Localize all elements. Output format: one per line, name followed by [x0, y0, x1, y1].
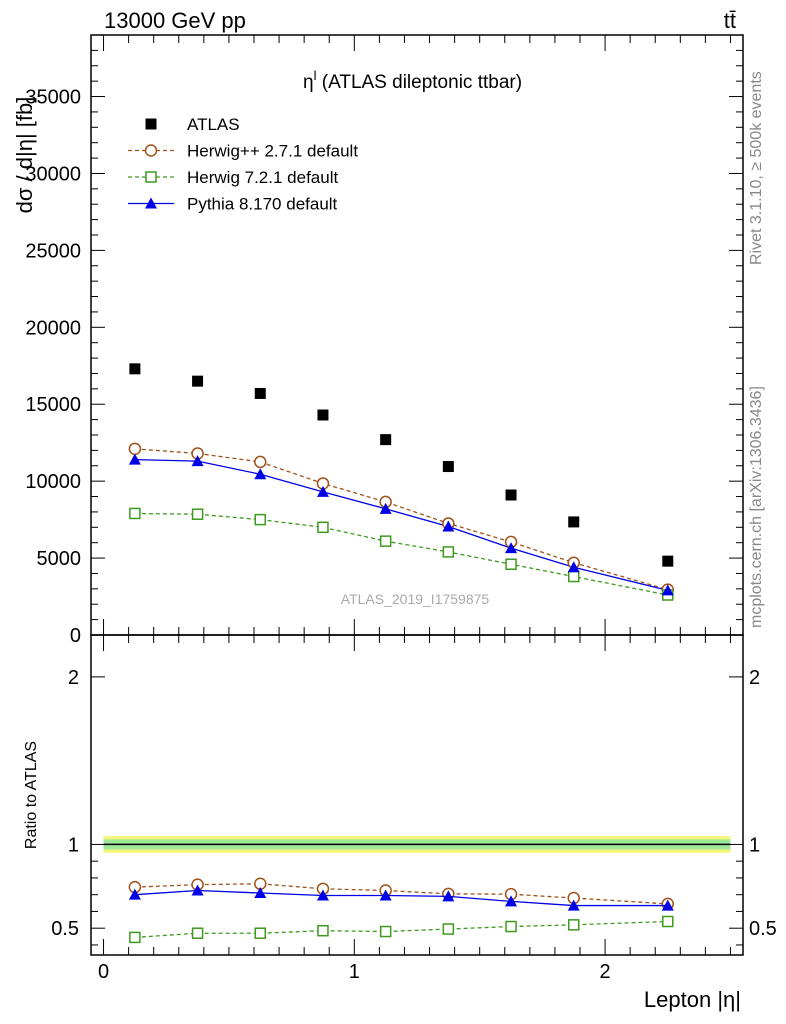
- legend-marker: [145, 197, 157, 209]
- data-point: [567, 561, 580, 573]
- ratio-point: [254, 927, 267, 939]
- data-point: [662, 555, 674, 567]
- mcplots-label: mcplots.cern.ch [arXiv:1306.3436]: [748, 386, 765, 628]
- data-point: [191, 455, 204, 467]
- legend-marker: [145, 171, 157, 183]
- y-tick-label: 25000: [25, 240, 81, 262]
- ratio-y-axis-title: Ratio to ATLAS: [23, 741, 40, 849]
- data-point: [379, 535, 392, 547]
- ratio-y-tick-label-right: 0.5: [749, 918, 777, 940]
- data-point: [254, 387, 266, 399]
- ratio-point: [379, 889, 392, 901]
- y-tick-label: 5000: [37, 548, 82, 570]
- collision-energy-label: 13000 GeV pp: [104, 8, 246, 33]
- data-point: [317, 409, 329, 421]
- legend-label: Herwig 7.2.1 default: [187, 168, 338, 187]
- ratio-panel: 0.5 0.5 1 1 2 2 0 1 2 Ratio to ATLAS Lepton |η|: [23, 634, 777, 1012]
- ratio-y-tick-label-right: 1: [749, 834, 760, 856]
- ratio-point: [316, 889, 329, 901]
- ratio-y-tick-label-left: 2: [68, 667, 79, 689]
- ratio-point: [567, 899, 580, 911]
- ratio-point: [662, 915, 674, 928]
- ratio-point: [254, 887, 267, 899]
- ratio-point: [442, 923, 455, 935]
- data-point: [442, 461, 454, 473]
- y-tick-label: 0: [70, 625, 81, 647]
- ratio-point: [317, 924, 329, 937]
- data-point: [254, 468, 267, 480]
- legend-label: Pythia 8.170 default: [187, 195, 338, 214]
- x-axis-title: Lepton |η|: [644, 987, 741, 1012]
- ratio-y-tick-label-right: 2: [749, 667, 760, 689]
- y-tick-label: 20000: [25, 317, 81, 339]
- analysis-watermark: ATLAS_2019_I1759875: [341, 591, 490, 607]
- y-tick-label: 30000: [25, 163, 81, 185]
- data-point: [505, 558, 517, 570]
- ratio-point: [128, 888, 141, 900]
- rivet-version-label: Rivet 3.1.10, ≥ 500k events: [748, 71, 765, 265]
- legend-label: ATLAS: [187, 115, 240, 134]
- data-point: [661, 584, 674, 596]
- ratio-series-line: [134, 883, 668, 905]
- data-point: [128, 442, 142, 456]
- data-point: [442, 520, 455, 532]
- ratio-point: [191, 884, 204, 896]
- legend-label: Herwig++ 2.7.1 default: [187, 142, 358, 161]
- y-tick-label: 35000: [25, 87, 81, 109]
- ratio-point: [191, 927, 204, 939]
- ratio-y-tick-label-left: 0.5: [51, 918, 79, 940]
- process-label: tt̄: [724, 8, 736, 33]
- ratio-point: [129, 931, 141, 944]
- y-tick-label: 15000: [25, 394, 81, 416]
- data-point: [316, 485, 329, 497]
- ratio-point: [505, 895, 518, 907]
- series-line-herwig: [134, 512, 668, 596]
- data-point: [129, 507, 141, 520]
- data-point: [505, 489, 517, 501]
- data-point: [128, 453, 141, 465]
- ratio-point: [661, 899, 674, 911]
- data-point: [254, 455, 267, 469]
- series-line-herwig: [134, 448, 668, 591]
- plot-title: ηl (ATLAS dileptonic ttbar): [303, 68, 522, 93]
- x-tick-label: 0: [98, 961, 109, 983]
- data-point: [442, 546, 455, 558]
- data-point: [505, 542, 518, 554]
- y-axis-title: dσ / d|η| [fb]: [12, 97, 37, 214]
- data-point: [129, 363, 141, 375]
- legend-marker: [145, 118, 157, 130]
- data-point: [254, 513, 267, 526]
- data-point: [380, 434, 392, 446]
- series-line-pythia: [134, 458, 668, 592]
- ratio-point: [567, 919, 580, 931]
- data-point: [568, 516, 580, 528]
- data-point: [192, 375, 204, 387]
- ratio-point: [379, 925, 392, 938]
- x-tick-label: 2: [600, 961, 611, 983]
- y-tick-label: 10000: [25, 471, 81, 493]
- ratio-series-line: [134, 889, 668, 907]
- data-point: [317, 521, 329, 534]
- ratio-frame: [90, 634, 744, 956]
- ratio-series-line: [134, 920, 668, 939]
- ratio-y-tick-label-left: 1: [68, 834, 79, 856]
- data-point: [567, 570, 580, 583]
- data-point: [191, 508, 204, 520]
- legend-marker: [144, 144, 158, 157]
- ratio-point: [442, 890, 455, 902]
- x-tick-label: 1: [349, 961, 360, 983]
- data-point: [379, 502, 392, 514]
- ratio-point: [505, 920, 517, 933]
